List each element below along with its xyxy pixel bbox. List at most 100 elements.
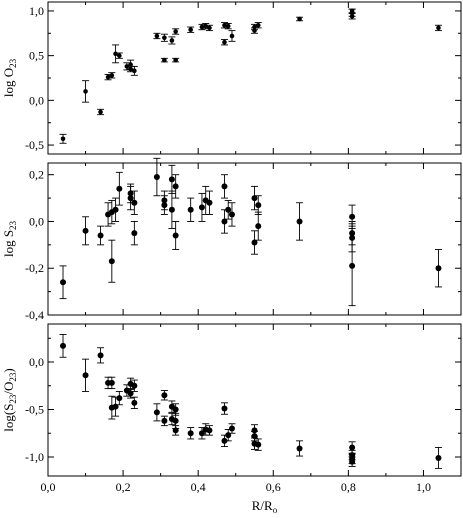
data-point: [82, 227, 89, 234]
data-point: [225, 206, 232, 213]
y-tick-label: 0,0: [29, 214, 44, 228]
y-tick-label: 0,0: [29, 93, 44, 107]
data-point: [255, 202, 262, 209]
data-point: [131, 199, 138, 206]
data-point: [116, 185, 123, 192]
data-point: [255, 441, 262, 448]
x-label-subscript: o: [273, 505, 278, 515]
data-point: [172, 232, 179, 239]
data-point: [222, 39, 227, 45]
y-label-subscript: 23: [8, 372, 18, 382]
y-tick-label: -0,5: [25, 138, 44, 152]
data-point: [199, 24, 205, 30]
y-axis-label: log O23: [1, 58, 18, 97]
data-point: [173, 29, 178, 34]
data-point: [349, 8, 355, 14]
data-point: [60, 279, 67, 286]
data-point: [222, 22, 227, 28]
data-point: [221, 437, 228, 444]
data-point: [97, 352, 104, 359]
data-point: [161, 417, 168, 424]
data-point: [98, 109, 103, 115]
data-point: [251, 239, 258, 246]
data-point: [168, 176, 175, 183]
y-tick-label: 0,0: [29, 355, 44, 369]
data-point: [187, 206, 194, 213]
data-point: [255, 223, 262, 230]
data-point: [349, 230, 356, 237]
x-tick-label: 0,6: [266, 480, 281, 494]
data-point: [60, 342, 67, 349]
data-point: [251, 195, 258, 202]
data-point: [82, 372, 89, 379]
y-tick-label: 0,2: [29, 168, 44, 182]
data-point: [228, 211, 235, 218]
data-point: [108, 379, 115, 386]
data-point: [349, 213, 356, 220]
data-point: [221, 405, 228, 412]
data-point: [296, 218, 303, 225]
x-tick-label: 1,0: [416, 480, 431, 494]
y-label-part: log S: [1, 230, 16, 257]
data-point: [124, 64, 130, 69]
data-point: [207, 25, 212, 31]
y-label-part: log O: [1, 68, 16, 97]
panel-1: -0,5 0,0 0,5 1,0 log O23: [1, 1, 462, 155]
plot-frame: [47, 162, 462, 316]
y-label-subscript: 23: [8, 394, 18, 404]
data-point: [172, 427, 179, 434]
y-tick-label: -0,5: [25, 403, 44, 417]
y-tick-label: 0,5: [29, 49, 44, 63]
y-label-part: ): [1, 368, 16, 372]
data-point: [198, 204, 205, 211]
data-point: [154, 33, 160, 39]
data-point: [251, 427, 258, 434]
y-tick-label: 1,0: [29, 4, 44, 18]
y-axis-label: log S23: [1, 220, 18, 257]
y-tick-label: -0,2: [25, 261, 44, 275]
data-point: [132, 68, 137, 74]
data-point: [435, 265, 442, 272]
data-point: [206, 427, 213, 434]
x-tick-label: 0,4: [191, 480, 206, 494]
y-label-subscript: 23: [8, 58, 18, 68]
data-point: [112, 206, 119, 213]
x-label-part: R/R: [252, 498, 273, 513]
data-point: [435, 454, 442, 461]
data-point: [255, 22, 261, 28]
y-tick-label: -0,4: [25, 308, 44, 322]
data-point: [172, 406, 179, 413]
data-point: [297, 16, 302, 22]
y-tick-label: -1,0: [25, 450, 44, 464]
data-point: [349, 444, 356, 451]
data-point: [161, 392, 168, 399]
panel-3: -1,0-0,50,00,0 0,2 0,4 0,6 0,8 1,0log(S23/O23…: [1, 323, 462, 515]
data-point: [116, 395, 123, 402]
data-point: [97, 232, 104, 239]
data-point: [128, 66, 133, 72]
data-point: [172, 417, 179, 424]
data-point: [436, 25, 441, 31]
data-point: [221, 218, 228, 225]
y-axis-label: log(S23/O23): [1, 368, 18, 432]
y-label-part: /O: [1, 382, 16, 395]
data-point: [349, 458, 356, 465]
y-label-subscript: 23: [8, 220, 18, 230]
data-point: [109, 73, 115, 78]
data-point: [188, 27, 193, 33]
data-point: [83, 89, 88, 94]
data-point: [131, 230, 138, 237]
x-tick-label: 0,0: [41, 480, 56, 494]
data-point: [162, 35, 167, 41]
data-point: [60, 136, 66, 142]
data-point: [128, 62, 133, 67]
data-point: [221, 183, 228, 190]
data-point: [131, 399, 138, 406]
data-point: [117, 53, 122, 58]
x-tick-label: 0,8: [341, 480, 356, 494]
y-label-part: log(S: [1, 404, 16, 432]
x-axis-label: R/Ro: [252, 498, 278, 515]
data-point: [173, 57, 178, 63]
data-point: [296, 445, 303, 452]
